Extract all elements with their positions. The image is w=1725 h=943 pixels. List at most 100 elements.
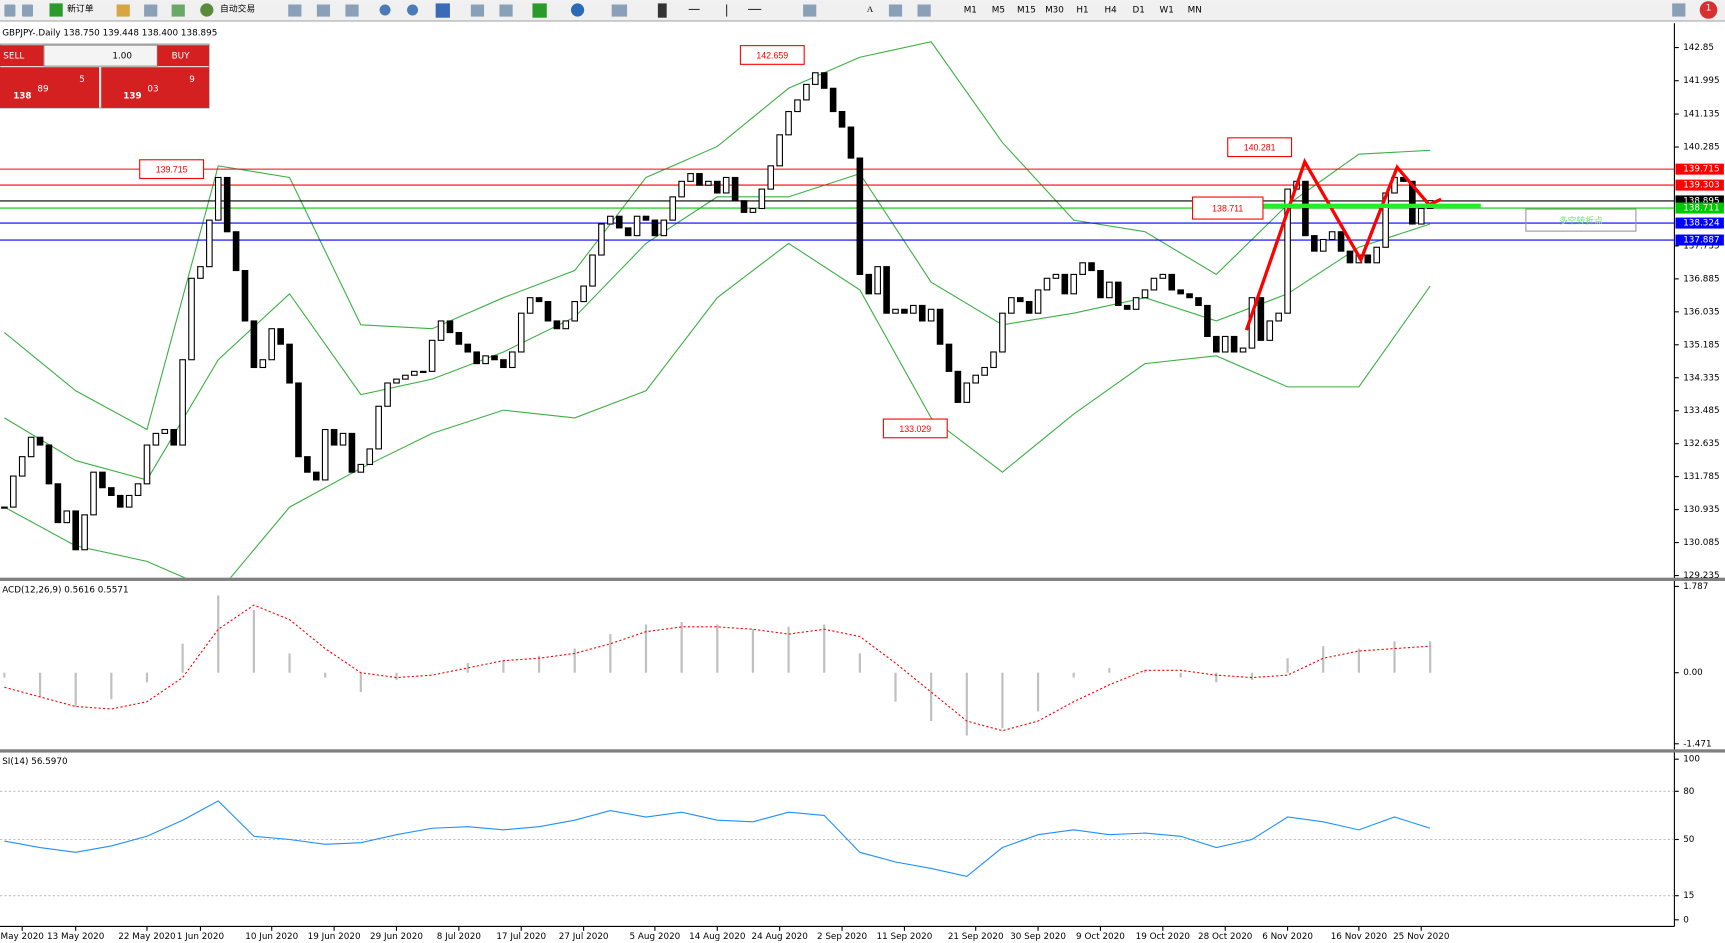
candle bbox=[54, 483, 62, 524]
candle bbox=[1097, 269, 1104, 299]
bollinger-lower bbox=[4, 242, 1431, 578]
text-tool[interactable]: A bbox=[867, 4, 874, 14]
candle bbox=[1052, 273, 1060, 279]
x-tick-label: May 2020 bbox=[1, 932, 45, 942]
y-tick-label: 132.635 bbox=[1683, 439, 1719, 449]
candle bbox=[651, 219, 659, 237]
x-tick-label: 5 Aug 2020 bbox=[630, 932, 681, 942]
macd-bar bbox=[181, 643, 184, 673]
candle bbox=[500, 359, 507, 369]
candle bbox=[1061, 273, 1069, 295]
timeframe-button[interactable]: H1 bbox=[1076, 5, 1088, 15]
ask-big: 139 bbox=[123, 91, 141, 101]
sell-button[interactable] bbox=[0, 45, 45, 67]
auto-trading-button[interactable]: 自动交易 bbox=[220, 2, 255, 14]
candle bbox=[1364, 254, 1372, 264]
candle bbox=[437, 320, 445, 341]
timeframe-button[interactable]: W1 bbox=[1160, 5, 1174, 15]
candle bbox=[108, 487, 115, 497]
candle bbox=[901, 308, 908, 314]
candle bbox=[99, 471, 106, 489]
y-tick-label: 129.235 bbox=[1683, 571, 1719, 581]
level-tag-label: 139.715 bbox=[1683, 165, 1719, 175]
buy-label[interactable]: BUY bbox=[172, 52, 190, 62]
macd-bar bbox=[1250, 672, 1254, 680]
y-tick-label: 141.995 bbox=[1683, 76, 1719, 86]
timeframe-button[interactable]: M30 bbox=[1045, 5, 1064, 15]
candle bbox=[357, 463, 365, 473]
timeframe-button[interactable]: M15 bbox=[1017, 5, 1036, 15]
buy-button[interactable] bbox=[157, 45, 210, 67]
x-tick-label: 10 Jun 2020 bbox=[245, 932, 298, 942]
timeframe-button[interactable]: D1 bbox=[1132, 5, 1144, 15]
candle bbox=[188, 277, 195, 361]
candle bbox=[277, 328, 284, 345]
candle bbox=[910, 304, 917, 314]
bid-box[interactable] bbox=[0, 67, 100, 108]
x-tick-label: 6 Nov 2020 bbox=[1262, 932, 1313, 942]
y-tick-label: 0 bbox=[1683, 915, 1689, 925]
new-order-button[interactable]: 新订单 bbox=[67, 2, 94, 14]
candle bbox=[607, 215, 614, 225]
toolbar-icons bbox=[4, 1, 1718, 19]
lot-value[interactable]: 1.00 bbox=[112, 52, 132, 62]
level-tag bbox=[1675, 179, 1724, 191]
y-tick-label: 50 bbox=[1683, 835, 1695, 845]
timeframe-button[interactable]: M1 bbox=[964, 5, 977, 15]
macd-bar bbox=[894, 672, 897, 702]
x-tick-label: 19 Jun 2020 bbox=[308, 932, 361, 942]
ask-box[interactable] bbox=[101, 67, 210, 108]
candle bbox=[1088, 262, 1095, 272]
candle bbox=[589, 254, 596, 287]
candle bbox=[1239, 347, 1247, 353]
candle bbox=[152, 432, 160, 446]
y-tick-label: 131.785 bbox=[1683, 472, 1719, 482]
x-tick-label: 2 Sep 2020 bbox=[817, 932, 868, 942]
x-tick-label: 29 Jun 2020 bbox=[370, 932, 423, 942]
level-tag-label: 138.895 bbox=[1683, 196, 1719, 206]
candle bbox=[669, 196, 677, 221]
candle bbox=[633, 215, 641, 237]
level-tag bbox=[1675, 217, 1724, 229]
candle bbox=[865, 273, 873, 295]
notification-count[interactable]: 1 bbox=[1706, 3, 1712, 13]
timeframe-bar: M1 M5 M15 M30 H1 H4 D1 W1 MN bbox=[964, 5, 1202, 15]
one-click-panel: SELL 1.00 BUY 138 89 5 139 03 9 bbox=[0, 43, 210, 109]
candle bbox=[509, 351, 516, 369]
candle bbox=[829, 87, 837, 113]
y-tick-label: -1.471 bbox=[1683, 739, 1711, 749]
y-tick-label: 100 bbox=[1683, 755, 1700, 765]
x-tick-label: 28 Oct 2020 bbox=[1198, 932, 1253, 942]
candle bbox=[847, 126, 855, 159]
sell-label[interactable]: SELL bbox=[3, 52, 24, 62]
chart-title: GBPJPY-.Daily 138.750 139.448 138.400 13… bbox=[2, 29, 217, 39]
candle bbox=[580, 285, 587, 303]
price-annotation: 133.029 bbox=[899, 424, 931, 434]
candle bbox=[999, 312, 1006, 353]
candle bbox=[1186, 293, 1193, 299]
bollinger-middle bbox=[4, 172, 1431, 481]
macd-bar bbox=[1001, 672, 1004, 729]
candle bbox=[1106, 281, 1113, 299]
timeframe-button[interactable]: MN bbox=[1188, 5, 1202, 15]
candle bbox=[767, 165, 775, 190]
candle bbox=[72, 510, 79, 551]
y-tick-label: 135.185 bbox=[1683, 340, 1719, 350]
candle bbox=[731, 176, 739, 202]
macd-bar bbox=[823, 624, 826, 673]
candle bbox=[143, 444, 151, 485]
candle bbox=[1409, 180, 1416, 225]
candle bbox=[1034, 289, 1042, 314]
macd-bar bbox=[751, 629, 755, 673]
level-tag bbox=[1675, 195, 1724, 207]
macd-bar bbox=[930, 672, 933, 722]
candle bbox=[81, 514, 88, 551]
timeframe-button[interactable]: H4 bbox=[1104, 5, 1117, 15]
candle bbox=[268, 328, 276, 361]
candle bbox=[856, 157, 864, 275]
price-panel bbox=[0, 41, 1675, 578]
lot-field[interactable] bbox=[43, 44, 158, 67]
candle bbox=[954, 370, 962, 403]
macd-title: ACD(12,26,9) 0.5616 0.5571 bbox=[2, 585, 128, 595]
timeframe-button[interactable]: M5 bbox=[992, 5, 1005, 15]
